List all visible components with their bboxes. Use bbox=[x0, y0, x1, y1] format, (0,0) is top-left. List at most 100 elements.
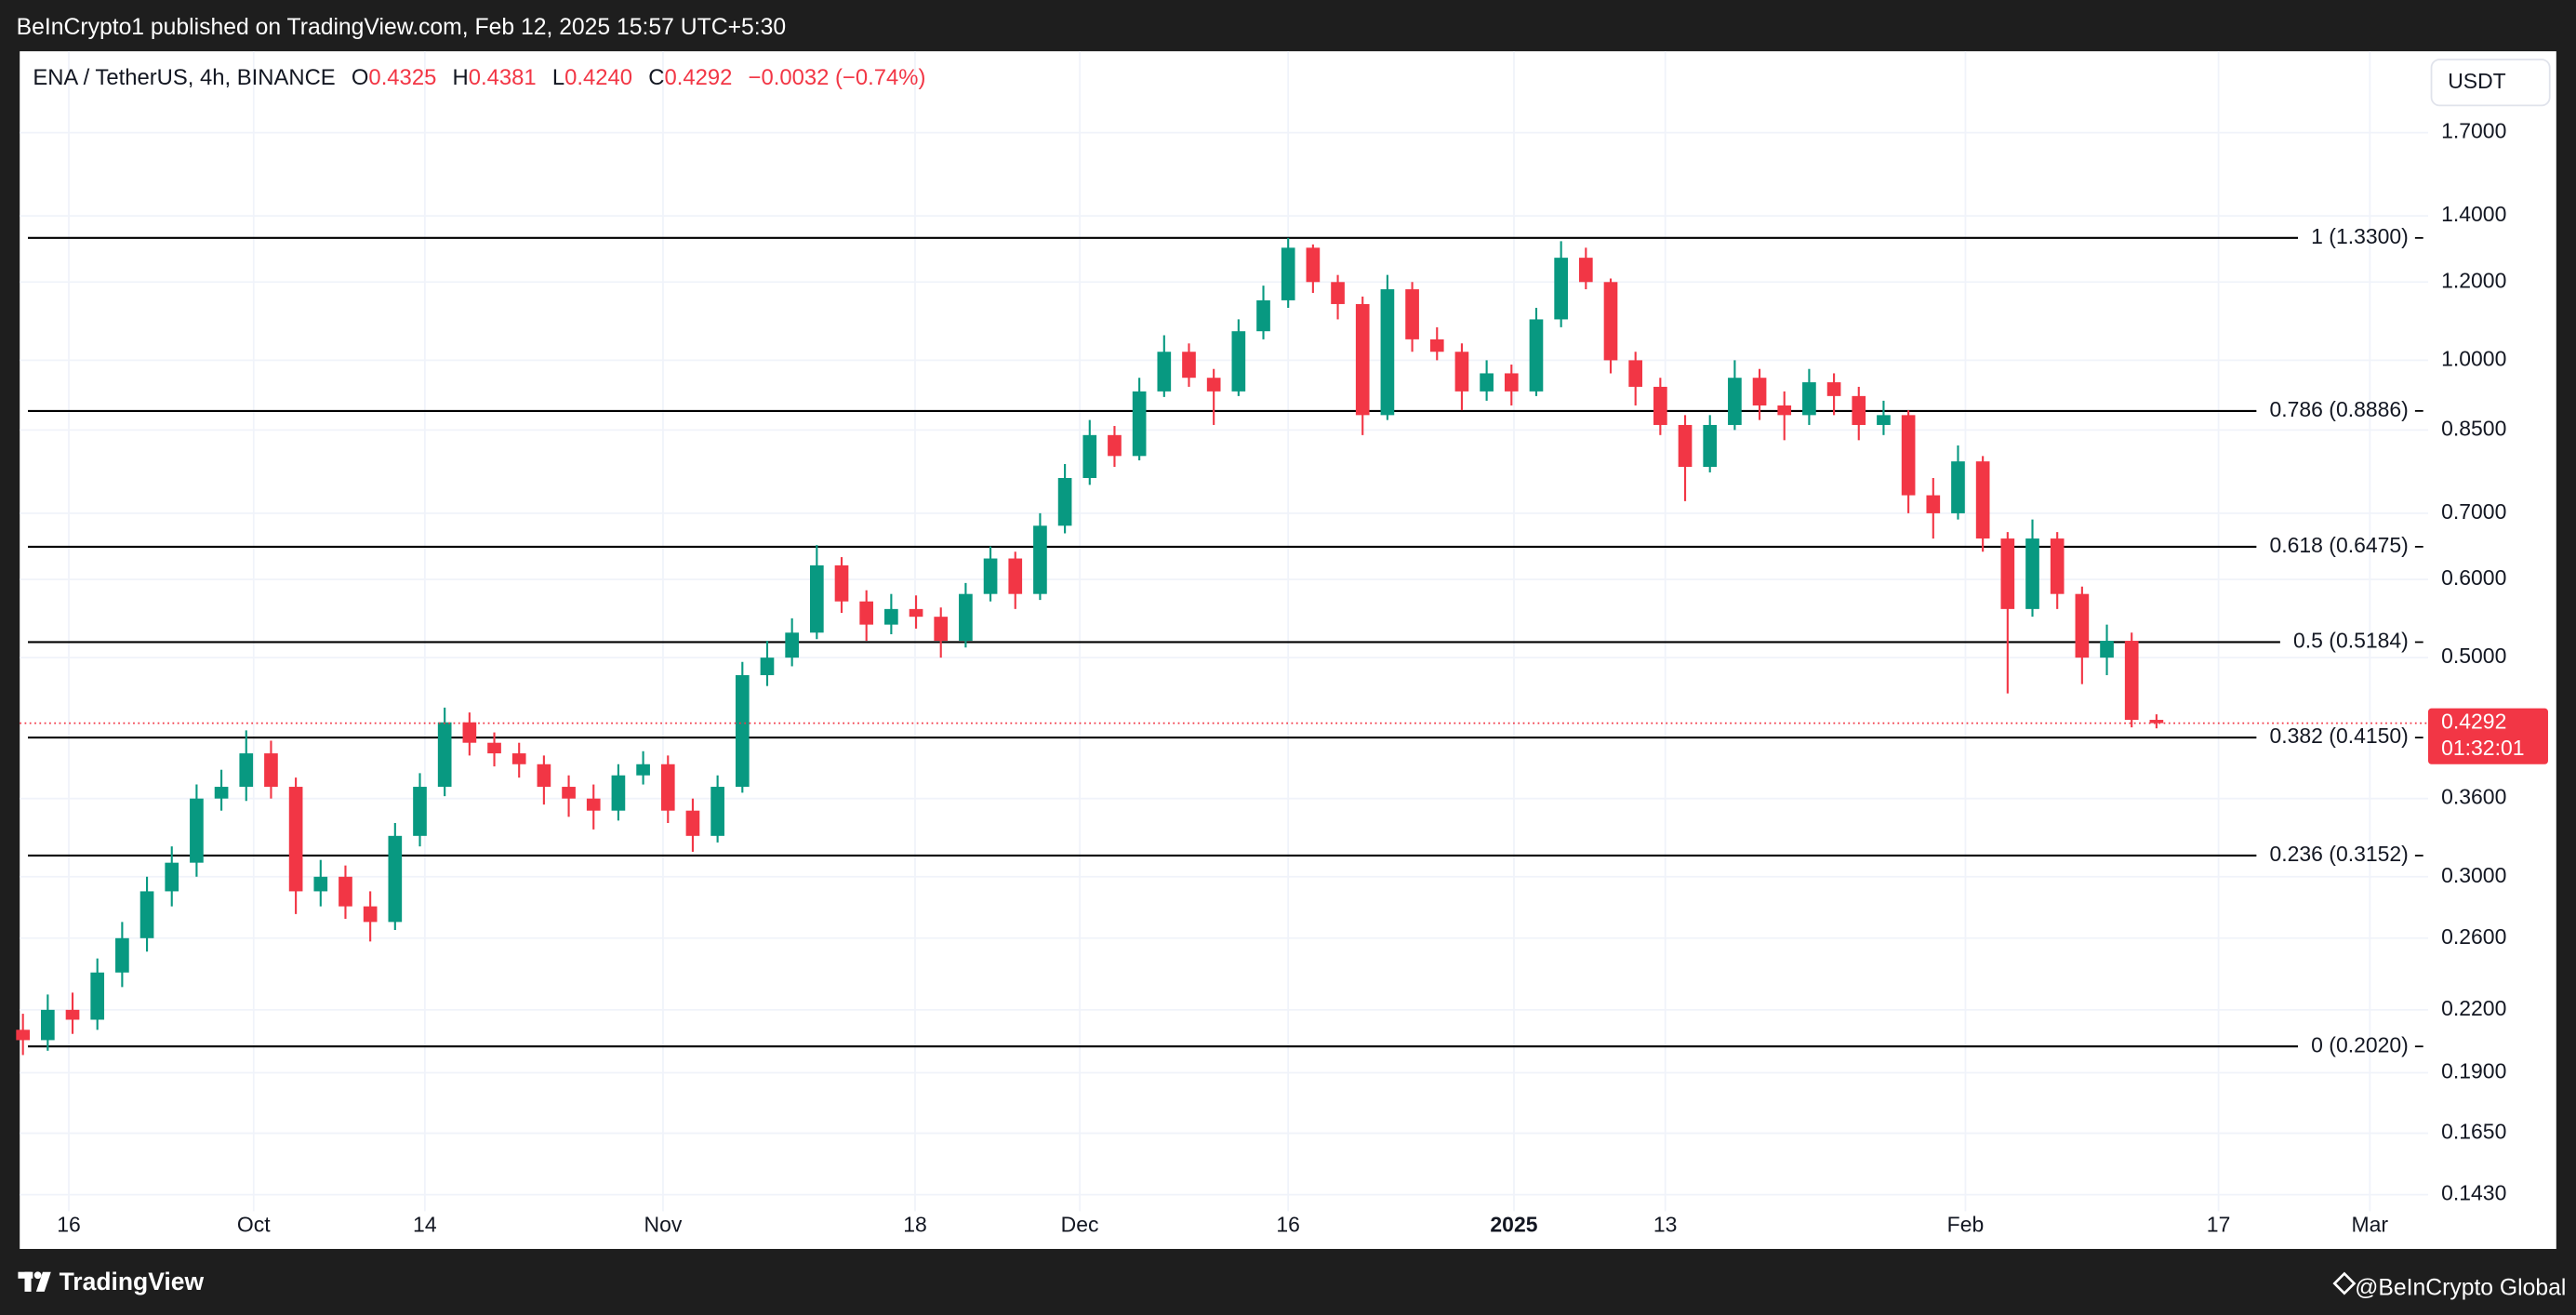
logo-part bbox=[24, 1271, 32, 1292]
candle-body bbox=[1975, 461, 1990, 539]
candle-body bbox=[2124, 641, 2139, 721]
candle-body bbox=[339, 876, 352, 907]
candle-body bbox=[1281, 247, 1295, 300]
ohlc-value: 0.4381 bbox=[469, 65, 537, 90]
candle-body bbox=[760, 658, 775, 675]
candle-body bbox=[983, 558, 998, 594]
candle-body bbox=[1752, 378, 1767, 405]
y-tick-label: 1.2000 bbox=[2441, 268, 2506, 292]
candle-body bbox=[1653, 386, 1667, 425]
candle-body bbox=[1877, 415, 1891, 425]
ohlc-key: H bbox=[453, 65, 469, 90]
candle-body bbox=[139, 891, 154, 938]
candle-body bbox=[1057, 477, 1072, 526]
y-tick-label: 1.7000 bbox=[2441, 119, 2506, 143]
ohlc-key: L bbox=[552, 65, 564, 90]
candle-body bbox=[2050, 538, 2065, 594]
candle-body bbox=[16, 1029, 31, 1041]
level-label: 0.382 (0.4150) bbox=[2269, 724, 2408, 748]
ohlc-key: O bbox=[352, 65, 369, 90]
candle-body bbox=[735, 674, 750, 788]
last-price-label: 0.4292 bbox=[2441, 710, 2506, 734]
candle-body bbox=[1951, 461, 1965, 513]
candle-body bbox=[809, 565, 824, 633]
candle-body bbox=[2100, 641, 2114, 658]
candle-body bbox=[1182, 352, 1196, 379]
level-label: 0.786 (0.8886) bbox=[2269, 397, 2408, 421]
candle-body bbox=[462, 722, 477, 743]
x-tick-label: 16 bbox=[1276, 1212, 1300, 1236]
candle-body bbox=[934, 617, 949, 642]
candle-body bbox=[1008, 558, 1023, 594]
candle-body bbox=[562, 787, 576, 799]
candle-body bbox=[660, 764, 675, 811]
candle-body bbox=[1826, 382, 1841, 396]
candle-body bbox=[1529, 319, 1544, 392]
candle-body bbox=[90, 972, 105, 1020]
x-tick-label: 2025 bbox=[1490, 1212, 1537, 1236]
candle-body bbox=[1355, 303, 1370, 416]
candle-body bbox=[2075, 593, 2090, 658]
symbol-header: ENA / TetherUS, 4h, BINANCE O0.4325 H0.4… bbox=[33, 65, 925, 90]
brand: TradingView bbox=[60, 1268, 205, 1295]
candle-body bbox=[165, 862, 179, 892]
y-tick-label: 0.7000 bbox=[2441, 499, 2506, 524]
candle-body bbox=[1728, 378, 1742, 425]
candle-body bbox=[1678, 424, 1693, 468]
level-label: 1 (1.3300) bbox=[2311, 224, 2409, 248]
x-tick-label: 18 bbox=[903, 1212, 927, 1236]
candle-body bbox=[1578, 258, 1593, 283]
x-tick-label: 17 bbox=[2207, 1212, 2231, 1236]
candle-body bbox=[1331, 282, 1345, 304]
candle-body bbox=[1380, 289, 1395, 416]
candle-body bbox=[834, 565, 849, 602]
candle-body bbox=[1082, 434, 1097, 478]
candle-body bbox=[1554, 258, 1568, 320]
candle-body bbox=[859, 601, 874, 625]
candle-body bbox=[909, 608, 923, 618]
candle-body bbox=[1405, 289, 1419, 339]
y-tick-label: 0.1430 bbox=[2441, 1181, 2506, 1205]
tv-logo bbox=[18, 1271, 51, 1292]
y-tick-label: 0.8500 bbox=[2441, 416, 2506, 440]
candle-body bbox=[413, 787, 427, 836]
candle-body bbox=[264, 753, 278, 788]
change: −0.0032 (−0.74%) bbox=[749, 65, 926, 90]
currency-box[interactable] bbox=[2430, 59, 2551, 107]
candle-body bbox=[2000, 538, 2015, 609]
ohlc-value: 0.4325 bbox=[368, 65, 436, 90]
candle-body bbox=[1802, 382, 1816, 416]
logo-part bbox=[35, 1271, 51, 1292]
candle-body bbox=[1480, 373, 1494, 392]
y-tick-label: 0.1650 bbox=[2441, 1120, 2506, 1144]
credit-icon bbox=[2332, 1271, 2357, 1295]
candle-body bbox=[884, 608, 898, 625]
candle-body bbox=[636, 764, 650, 776]
candle-body bbox=[1703, 424, 1718, 468]
candle-body bbox=[685, 810, 700, 836]
candle-body bbox=[363, 906, 378, 923]
candle-body bbox=[313, 876, 328, 892]
candle-body bbox=[115, 937, 129, 973]
ohlc-key: C bbox=[648, 65, 664, 90]
candle-body bbox=[785, 632, 799, 658]
credit: @BeInCrypto Global bbox=[2355, 1275, 2566, 1300]
x-tick-label: 16 bbox=[57, 1212, 81, 1236]
candle-body bbox=[65, 1009, 80, 1020]
candle-body bbox=[388, 835, 403, 923]
candle-body bbox=[190, 798, 204, 863]
candle-body bbox=[437, 722, 452, 788]
level-label: 0.236 (0.3152) bbox=[2269, 842, 2408, 866]
candle-body bbox=[1926, 495, 1941, 513]
candle-body bbox=[710, 787, 724, 836]
candle-body bbox=[41, 1009, 55, 1041]
x-tick-label: Feb bbox=[1947, 1212, 1985, 1236]
candle-body bbox=[1852, 395, 1866, 425]
x-tick-label: Nov bbox=[644, 1212, 683, 1236]
y-tick-label: 0.3000 bbox=[2441, 863, 2506, 887]
x-tick-label: Dec bbox=[1061, 1212, 1099, 1236]
x-tick-label: Mar bbox=[2352, 1212, 2389, 1236]
candle-body bbox=[1306, 247, 1321, 283]
x-tick-label: Oct bbox=[237, 1212, 271, 1236]
